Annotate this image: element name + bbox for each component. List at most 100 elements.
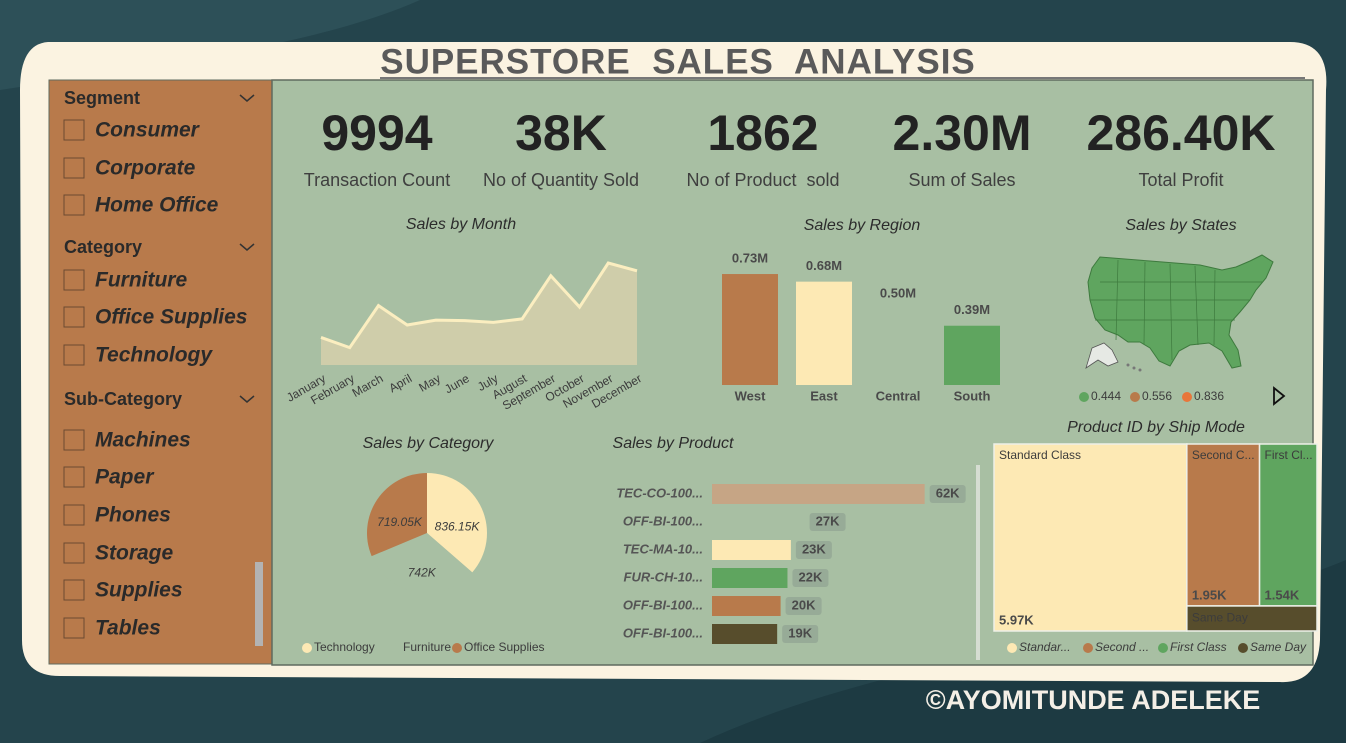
hawaii <box>1126 363 1130 367</box>
kpi-value: 1862 <box>707 105 818 161</box>
legend-dot <box>302 643 312 653</box>
bar[interactable] <box>870 309 926 385</box>
slicer-item[interactable]: Machines <box>95 429 191 452</box>
bar[interactable] <box>712 512 805 532</box>
slicer-item[interactable]: Consumer <box>95 119 201 142</box>
data-label: 22K <box>799 569 823 584</box>
slicer-item[interactable]: Home Office <box>95 194 219 217</box>
pie-slice[interactable] <box>366 473 427 557</box>
checkbox[interactable] <box>63 194 85 216</box>
data-label: 19K <box>788 625 812 640</box>
kpi-label: Sum of Sales <box>908 170 1015 190</box>
legend-dot <box>391 643 401 653</box>
kpi-value: 286.40K <box>1086 105 1275 161</box>
kpi-value: 38K <box>515 105 607 161</box>
bar[interactable] <box>712 568 788 588</box>
label-box <box>792 569 829 587</box>
y-tick-label: OFF-BI-100... <box>623 513 703 528</box>
play-icon[interactable] <box>1273 386 1286 406</box>
checkbox[interactable] <box>63 542 85 564</box>
pie-slice[interactable] <box>371 533 473 594</box>
data-label: 0.50M <box>880 285 916 300</box>
scrollbar[interactable] <box>255 562 263 646</box>
data-label: 62K <box>936 485 960 500</box>
bar[interactable] <box>944 325 1000 385</box>
slicer-item[interactable]: Tables <box>95 617 161 640</box>
y-tick-label: OFF-BI-100... <box>623 625 703 640</box>
checkbox[interactable] <box>63 504 85 526</box>
legend-label: Office Supplies <box>464 640 545 654</box>
checkbox[interactable] <box>63 269 85 291</box>
chart-title: Sales by Category <box>363 435 495 452</box>
legend-label: Same Day <box>1250 640 1307 654</box>
legend-label: First Class <box>1170 640 1227 654</box>
checkbox[interactable] <box>63 119 85 141</box>
tile-label: Standard Class <box>999 448 1081 462</box>
slicer-item[interactable]: Technology <box>95 344 213 367</box>
bar[interactable] <box>712 540 791 560</box>
legend-dot <box>1079 392 1089 402</box>
legend-label: Technology <box>314 640 375 654</box>
slicer-item[interactable]: Corporate <box>95 157 196 180</box>
state-border <box>1194 265 1199 346</box>
us-map[interactable] <box>1087 254 1274 369</box>
bar[interactable] <box>796 281 852 385</box>
slicer-item[interactable]: Furniture <box>95 269 187 292</box>
data-label: 1.95K <box>1192 587 1227 602</box>
checkbox[interactable] <box>63 157 85 179</box>
data-label: 0.73M <box>732 250 768 265</box>
kpi-value: 9994 <box>321 105 432 161</box>
x-tick-label: West <box>735 388 766 403</box>
chart-title: Sales by Month <box>406 216 516 233</box>
alaska <box>1085 342 1119 369</box>
tile-label: Second C... <box>1192 448 1255 462</box>
kpi-label: Total Profit <box>1138 170 1223 190</box>
kpi-value: 2.30M <box>893 105 1032 161</box>
legend-label: 0.836 <box>1194 389 1224 403</box>
checkbox[interactable] <box>63 344 85 366</box>
checkbox[interactable] <box>63 579 85 601</box>
y-tick-label: TEC-MA-10... <box>623 541 703 556</box>
data-label: 836.15K <box>435 519 481 533</box>
checkbox[interactable] <box>63 306 85 328</box>
bar[interactable] <box>722 274 778 385</box>
y-tick-label: TEC-CO-100... <box>616 485 703 500</box>
hawaii <box>1138 368 1142 372</box>
chevron[interactable] <box>239 243 255 251</box>
bar[interactable] <box>712 596 781 616</box>
checkbox[interactable] <box>63 429 85 451</box>
state-border <box>1143 261 1146 345</box>
chevron[interactable] <box>239 94 255 102</box>
treemap-tile[interactable] <box>1258 443 1318 607</box>
pie-slice[interactable] <box>427 473 488 573</box>
slicer-panel <box>48 79 273 665</box>
treemap-tile[interactable] <box>1186 605 1318 632</box>
data-label: 719.05K <box>377 515 423 529</box>
chevron[interactable] <box>239 395 255 403</box>
slicers: Segment Consumer Corporate Home Office Categ… <box>63 88 255 640</box>
tile-label: Same Day <box>1192 611 1248 625</box>
legend-label: Furniture <box>403 640 451 654</box>
checkbox[interactable] <box>63 466 85 488</box>
legend-dot <box>1083 643 1093 653</box>
treemap-tile[interactable] <box>993 443 1188 632</box>
area <box>321 263 637 365</box>
slicer-item[interactable]: Storage <box>95 542 174 565</box>
slicer-item[interactable]: Paper <box>95 466 155 489</box>
legend-dot <box>452 643 462 653</box>
bar[interactable] <box>712 484 925 504</box>
slicer-title: Segment <box>64 88 140 108</box>
legend-label: Second ... <box>1095 640 1149 654</box>
slicer-item[interactable]: Supplies <box>95 579 183 602</box>
bar[interactable] <box>712 624 778 644</box>
data-label: 23K <box>802 541 826 556</box>
legend-label: 0.444 <box>1091 389 1121 403</box>
slicer-item[interactable]: Phones <box>95 504 171 527</box>
checkbox[interactable] <box>63 617 85 639</box>
tile-label: First Cl... <box>1265 448 1313 462</box>
treemap-tile[interactable] <box>1186 443 1261 607</box>
kpis: 9994 Transaction Count 38K No of Quantity S… <box>304 105 1276 190</box>
slicer-item[interactable]: Office Supplies <box>95 306 248 329</box>
chart-title: Sales by States <box>1125 217 1236 234</box>
